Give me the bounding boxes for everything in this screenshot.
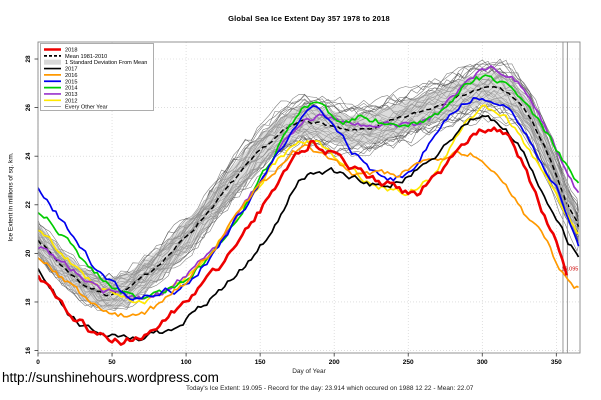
legend-label: 2014: [65, 86, 77, 92]
x-tick-label: 350: [551, 359, 562, 366]
legend-label: 2012: [65, 98, 77, 104]
legend-box: [40, 43, 154, 111]
y-axis-label: Ice Extent in millions of sq. km.: [7, 152, 15, 242]
series-2014: [38, 74, 580, 300]
end-value-label: 19.095: [561, 266, 578, 272]
legend-swatch-band: [44, 59, 61, 65]
x-tick-label: 0: [36, 359, 40, 366]
std-dev-band: [38, 72, 576, 311]
series-2015: [38, 97, 580, 301]
legend-label: 2017: [65, 67, 77, 73]
x-axis-label: Day of Year: [292, 368, 326, 375]
y-tick-label: 22: [25, 201, 32, 209]
mean-line: [38, 86, 580, 297]
legend-label: 2015: [65, 79, 77, 85]
x-tick-label: 50: [108, 359, 116, 366]
legend-label: 2016: [65, 73, 77, 79]
footer-url-link[interactable]: http://sunshinehours.wordpress.com: [2, 370, 219, 385]
legend-label: Every Other Year: [65, 105, 108, 111]
legend-label: 2018: [65, 48, 77, 54]
y-tick-label: 16: [25, 347, 32, 355]
y-tick-label: 28: [25, 55, 32, 63]
ensemble-line: [38, 59, 579, 283]
legend-label: 2013: [65, 92, 77, 98]
x-tick-label: 250: [403, 359, 414, 366]
footer-stats-text: Today's Ice Extent: 19.095 - Record for …: [186, 385, 474, 392]
plot-area: [38, 42, 580, 353]
ensemble-line: [38, 66, 579, 289]
chart-title: Global Sea Ice Extent Day 357 1978 to 20…: [228, 14, 390, 23]
x-tick-label: 150: [255, 359, 266, 366]
x-tick-label: 300: [477, 359, 488, 366]
y-tick-label: 18: [25, 298, 32, 306]
y-tick-label: 20: [25, 249, 32, 257]
legend-label: 1 Standard Deviation From Mean: [65, 60, 147, 66]
plot-border: [37, 41, 581, 354]
x-tick-label: 200: [329, 359, 340, 366]
y-tick-label: 26: [25, 104, 32, 112]
ensemble-line: [38, 116, 579, 309]
y-tick-label: 24: [25, 152, 32, 160]
series-2018: [38, 126, 568, 346]
x-tick-label: 100: [181, 359, 192, 366]
legend-label: Mean 1981-2010: [65, 54, 107, 60]
